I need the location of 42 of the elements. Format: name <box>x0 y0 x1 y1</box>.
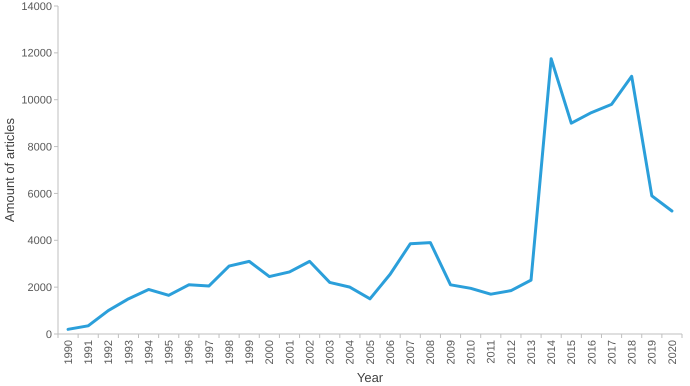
x-tick-label: 2014 <box>546 340 558 364</box>
x-tick-label: 2009 <box>445 340 458 364</box>
y-tick-label: 10000 <box>21 94 52 107</box>
y-tick-label: 2000 <box>28 282 52 294</box>
x-tick-label: 2003 <box>324 340 337 364</box>
x-axis-title: Year <box>356 370 384 385</box>
x-tick-label: 2017 <box>606 340 618 364</box>
x-tick-label: 1999 <box>244 340 256 364</box>
x-tick-label: 1996 <box>184 340 196 364</box>
x-tick-label: 1994 <box>143 340 156 364</box>
x-tick-label: 2004 <box>344 340 357 364</box>
x-tick-label: 2019 <box>646 340 659 364</box>
x-tick-label: 1991 <box>83 340 96 364</box>
x-tick-label: 2011 <box>486 340 498 364</box>
y-tick-label: 14000 <box>21 0 52 13</box>
x-tick-label: 1995 <box>164 340 176 364</box>
x-tick-label: 1990 <box>62 340 75 364</box>
x-tick-label: 2015 <box>566 340 578 364</box>
y-tick-label: 12000 <box>21 48 52 60</box>
x-tick-label: 2016 <box>586 340 598 364</box>
x-tick-label: 2002 <box>304 340 316 364</box>
x-tick-label: 2010 <box>465 340 478 364</box>
line-series <box>66 57 674 331</box>
x-tick-label: 2006 <box>384 340 397 364</box>
y-tick-label: 6000 <box>28 188 52 200</box>
x-tick-label: 2000 <box>264 340 276 364</box>
x-tick-label: 1997 <box>204 340 216 364</box>
y-tick-label: 0 <box>46 328 52 341</box>
y-axis-title: Amount of articles <box>2 117 17 222</box>
y-tick-label: 4000 <box>28 235 52 248</box>
x-tick-label: 2018 <box>626 340 639 364</box>
x-tick-label: 1998 <box>224 340 236 364</box>
y-tick-label: 8000 <box>28 141 52 154</box>
x-tick-label: 1992 <box>103 340 116 364</box>
x-tick-label: 2007 <box>405 340 418 364</box>
x-tick-label: 2013 <box>526 340 538 364</box>
x-tick-label: 2020 <box>666 340 679 364</box>
x-tick-label: 2005 <box>364 340 377 364</box>
x-tick-label: 2001 <box>284 340 296 364</box>
x-tick-label: 2008 <box>425 340 438 364</box>
x-tick-label: 2012 <box>506 340 518 364</box>
x-tick-label: 1993 <box>123 340 136 364</box>
